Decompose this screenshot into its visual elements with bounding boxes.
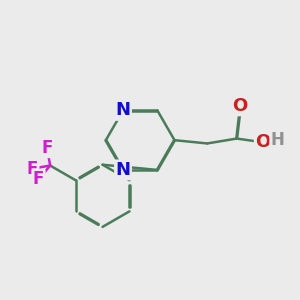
- Text: F: F: [33, 170, 44, 188]
- Text: N: N: [116, 101, 130, 119]
- Text: F: F: [27, 160, 38, 178]
- Text: N: N: [116, 161, 130, 179]
- Text: O: O: [232, 97, 248, 115]
- Text: F: F: [41, 139, 53, 157]
- Text: O: O: [255, 133, 271, 151]
- Text: H: H: [271, 131, 284, 149]
